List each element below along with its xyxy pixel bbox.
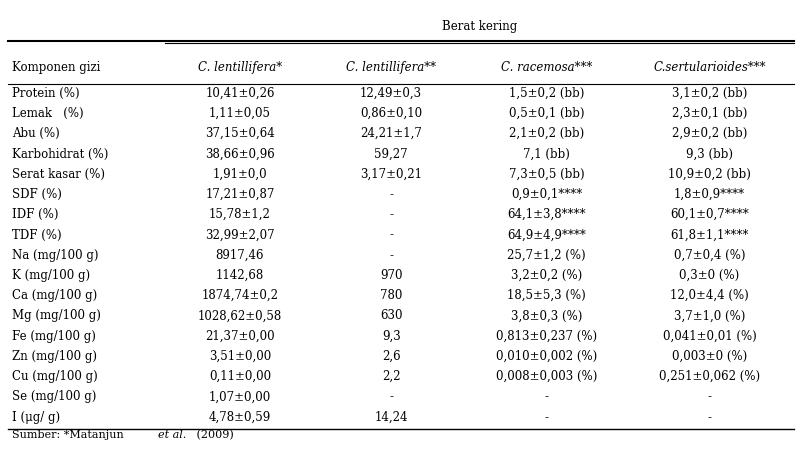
Text: 64,9±4,9****: 64,9±4,9**** <box>507 229 585 241</box>
Text: TDF (%): TDF (%) <box>12 229 62 241</box>
Text: K (mg/100 g): K (mg/100 g) <box>12 269 90 282</box>
Text: 12,0±4,4 (%): 12,0±4,4 (%) <box>670 289 749 302</box>
Text: 0,010±0,002 (%): 0,010±0,002 (%) <box>496 350 597 363</box>
Text: 38,66±0,96: 38,66±0,96 <box>205 147 275 160</box>
Text: Karbohidrat (%): Karbohidrat (%) <box>12 147 108 160</box>
Text: 0,86±0,10: 0,86±0,10 <box>360 107 422 120</box>
Text: Cu (mg/100 g): Cu (mg/100 g) <box>12 370 98 383</box>
Text: 7,3±0,5 (bb): 7,3±0,5 (bb) <box>508 168 584 181</box>
Text: -: - <box>545 411 549 424</box>
Text: Mg (mg/100 g): Mg (mg/100 g) <box>12 310 101 322</box>
Text: 2,2: 2,2 <box>382 370 400 383</box>
Text: 3,2±0,2 (%): 3,2±0,2 (%) <box>511 269 582 282</box>
Text: 3,51±0,00: 3,51±0,00 <box>209 350 271 363</box>
Text: C. lentillifera**: C. lentillifera** <box>346 61 436 74</box>
Text: 2,9±0,2 (bb): 2,9±0,2 (bb) <box>672 127 747 140</box>
Text: -: - <box>389 208 393 221</box>
Text: 3,7±1,0 (%): 3,7±1,0 (%) <box>674 310 745 322</box>
Text: 1028,62±0,58: 1028,62±0,58 <box>198 310 282 322</box>
Text: 2,3±0,1 (bb): 2,3±0,1 (bb) <box>672 107 747 120</box>
Text: 61,8±1,1****: 61,8±1,1**** <box>670 229 749 241</box>
Text: 630: 630 <box>380 310 403 322</box>
Text: 37,15±0,64: 37,15±0,64 <box>205 127 275 140</box>
Text: C. racemosa***: C. racemosa*** <box>500 61 592 74</box>
Text: Ca (mg/100 g): Ca (mg/100 g) <box>12 289 97 302</box>
Text: 3,8±0,3 (%): 3,8±0,3 (%) <box>511 310 582 322</box>
Text: C.sertularioides***: C.sertularioides*** <box>654 61 766 74</box>
Text: 0,3±0 (%): 0,3±0 (%) <box>679 269 739 282</box>
Text: et al.: et al. <box>158 430 186 440</box>
Text: 0,7±0,4 (%): 0,7±0,4 (%) <box>674 249 745 262</box>
Text: -: - <box>389 391 393 403</box>
Text: 1,07±0,00: 1,07±0,00 <box>209 391 271 403</box>
Text: 17,21±0,87: 17,21±0,87 <box>205 188 274 201</box>
Text: 0,11±0,00: 0,11±0,00 <box>209 370 271 383</box>
Text: 1,11±0,05: 1,11±0,05 <box>209 107 271 120</box>
Text: 10,9±0,2 (bb): 10,9±0,2 (bb) <box>668 168 751 181</box>
Text: Zn (mg/100 g): Zn (mg/100 g) <box>12 350 97 363</box>
Text: Lemak   (%): Lemak (%) <box>12 107 83 120</box>
Text: 14,24: 14,24 <box>375 411 408 424</box>
Text: 9,3: 9,3 <box>382 330 400 343</box>
Text: 0,008±0,003 (%): 0,008±0,003 (%) <box>496 370 597 383</box>
Text: 15,78±1,2: 15,78±1,2 <box>209 208 271 221</box>
Text: 64,1±3,8****: 64,1±3,8**** <box>507 208 585 221</box>
Text: 970: 970 <box>380 269 403 282</box>
Text: Na (mg/100 g): Na (mg/100 g) <box>12 249 99 262</box>
Text: 2,6: 2,6 <box>382 350 400 363</box>
Text: IDF (%): IDF (%) <box>12 208 59 221</box>
Text: 0,5±0,1 (bb): 0,5±0,1 (bb) <box>508 107 584 120</box>
Text: -: - <box>707 391 711 403</box>
Text: Sumber: *Matanjun: Sumber: *Matanjun <box>12 430 128 440</box>
Text: Se (mg/100 g): Se (mg/100 g) <box>12 391 96 403</box>
Text: 21,37±0,00: 21,37±0,00 <box>205 330 275 343</box>
Text: 3,17±0,21: 3,17±0,21 <box>360 168 422 181</box>
Text: -: - <box>545 391 549 403</box>
Text: 2,1±0,2 (bb): 2,1±0,2 (bb) <box>508 127 584 140</box>
Text: Serat kasar (%): Serat kasar (%) <box>12 168 105 181</box>
Text: 1,8±0,9****: 1,8±0,9**** <box>674 188 745 201</box>
Text: 18,5±5,3 (%): 18,5±5,3 (%) <box>507 289 585 302</box>
Text: 32,99±2,07: 32,99±2,07 <box>205 229 275 241</box>
Text: 60,1±0,7****: 60,1±0,7**** <box>670 208 749 221</box>
Text: Berat kering: Berat kering <box>442 20 517 33</box>
Text: C. lentillifera*: C. lentillifera* <box>198 61 282 74</box>
Text: Protein (%): Protein (%) <box>12 87 79 100</box>
Text: SDF (%): SDF (%) <box>12 188 62 201</box>
Text: 24,21±1,7: 24,21±1,7 <box>360 127 422 140</box>
Text: 1874,74±0,2: 1874,74±0,2 <box>201 289 278 302</box>
Text: Komponen gizi: Komponen gizi <box>12 61 100 74</box>
Text: 8917,46: 8917,46 <box>216 249 264 262</box>
Text: 4,78±0,59: 4,78±0,59 <box>209 411 271 424</box>
Text: 1,5±0,2 (bb): 1,5±0,2 (bb) <box>508 87 584 100</box>
Text: 59,27: 59,27 <box>375 147 408 160</box>
Text: I (μg/ g): I (μg/ g) <box>12 411 60 424</box>
Text: 1142,68: 1142,68 <box>216 269 264 282</box>
Text: 7,1 (bb): 7,1 (bb) <box>523 147 570 160</box>
Text: 780: 780 <box>380 289 403 302</box>
Text: 3,1±0,2 (bb): 3,1±0,2 (bb) <box>672 87 747 100</box>
Text: 10,41±0,26: 10,41±0,26 <box>205 87 274 100</box>
Text: 1,91±0,0: 1,91±0,0 <box>213 168 267 181</box>
Text: -: - <box>389 249 393 262</box>
Text: 12,49±0,3: 12,49±0,3 <box>360 87 422 100</box>
Text: 9,3 (bb): 9,3 (bb) <box>686 147 733 160</box>
Text: -: - <box>389 229 393 241</box>
Text: 0,041±0,01 (%): 0,041±0,01 (%) <box>662 330 756 343</box>
Text: 0,251±0,062 (%): 0,251±0,062 (%) <box>659 370 760 383</box>
Text: Fe (mg/100 g): Fe (mg/100 g) <box>12 330 95 343</box>
Text: -: - <box>707 411 711 424</box>
Text: 0,003±0 (%): 0,003±0 (%) <box>672 350 747 363</box>
Text: 0,813±0,237 (%): 0,813±0,237 (%) <box>496 330 597 343</box>
Text: (2009): (2009) <box>193 430 234 440</box>
Text: Abu (%): Abu (%) <box>12 127 59 140</box>
Text: 0,9±0,1****: 0,9±0,1**** <box>511 188 582 201</box>
Text: 25,7±1,2 (%): 25,7±1,2 (%) <box>507 249 585 262</box>
Text: -: - <box>389 188 393 201</box>
